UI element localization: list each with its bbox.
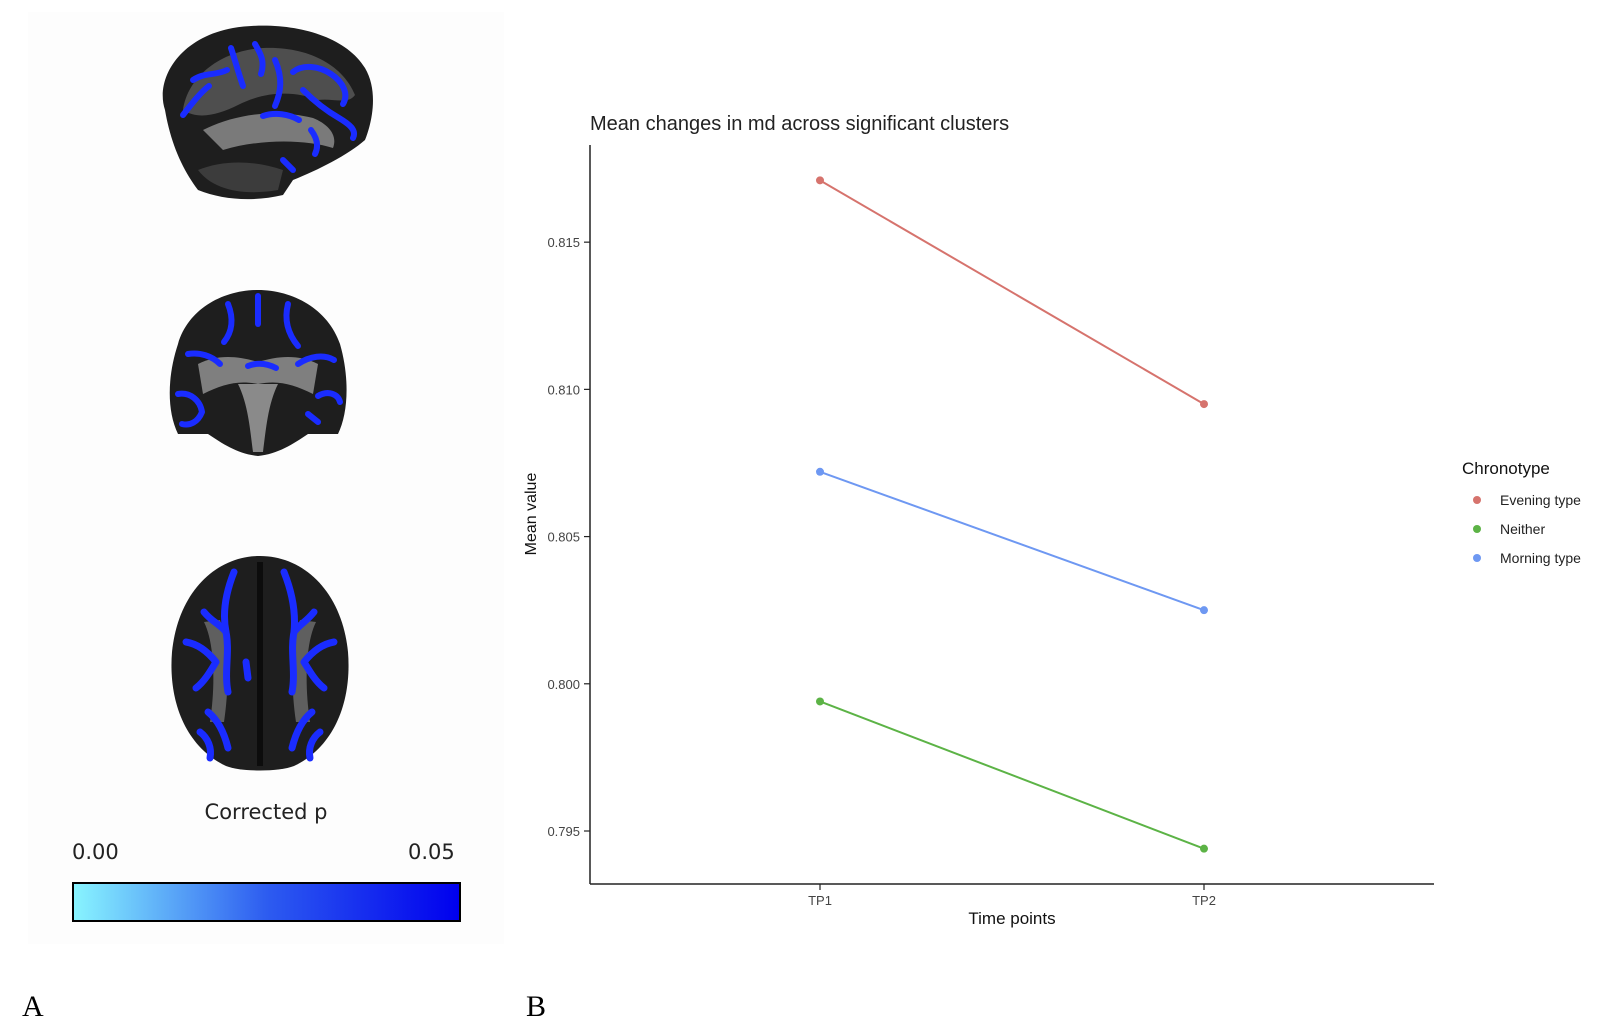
legend-label-neither: Neither [1500, 521, 1545, 537]
chart-title: Mean changes in md across significant cl… [590, 113, 1009, 135]
sagittal-brain-slice [162, 25, 373, 200]
y-tick-label: 0.815 [547, 235, 580, 250]
data-point-morning-type [1200, 606, 1208, 615]
colorbar-min-label: 0.00 [72, 840, 119, 864]
legend-marker-evening-type [1473, 496, 1481, 504]
y-tick-label: 0.800 [547, 677, 580, 692]
data-point-morning-type [816, 467, 824, 476]
x-tick-label: TP2 [1192, 893, 1216, 908]
data-point-neither [816, 697, 824, 706]
colorbar-max-label: 0.05 [408, 840, 455, 864]
colorbar [72, 882, 461, 922]
x-axis-label: Time points [968, 909, 1055, 928]
series-line-neither [819, 700, 1205, 850]
series-line-morning-type [819, 470, 1205, 612]
x-tick-label: TP1 [808, 893, 832, 908]
y-axis-label: Mean value [523, 473, 540, 556]
panel-label-a: A [22, 990, 44, 1023]
coronal-brain-slice [169, 290, 347, 456]
data-point-evening-type [1200, 400, 1208, 409]
legend-marker-morning-type [1473, 554, 1481, 562]
series-line-evening-type [819, 179, 1205, 405]
panel-a: Corrected p 0.00 0.05 [28, 12, 504, 944]
data-point-neither [1200, 844, 1208, 853]
y-tick-label: 0.805 [547, 530, 580, 545]
legend-marker-neither [1473, 525, 1481, 533]
legend: Chronotype Evening type Neither Morning ty… [1462, 459, 1581, 566]
panel-label-b: B [526, 990, 547, 1023]
y-tick-label: 0.795 [547, 824, 580, 839]
legend-label-morning-type: Morning type [1500, 550, 1581, 566]
axial-brain-slice [171, 556, 349, 771]
legend-label-evening-type: Evening type [1500, 492, 1581, 508]
y-tick-label: 0.810 [547, 382, 580, 397]
colorbar-title: Corrected p [204, 800, 328, 824]
legend-title: Chronotype [1462, 459, 1550, 478]
data-point-evening-type [816, 176, 824, 185]
